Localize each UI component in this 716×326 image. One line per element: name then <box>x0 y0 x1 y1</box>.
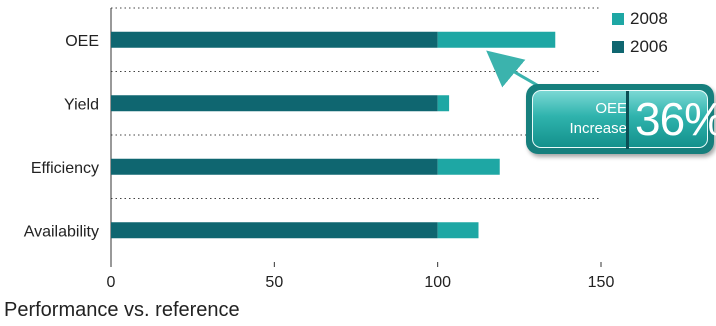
bar-efficiency-2006 <box>111 158 438 175</box>
bar-availability-2008 <box>437 222 479 239</box>
category-separators <box>111 7 601 199</box>
category-label: Yield <box>64 96 99 113</box>
x-tick-label: 100 <box>424 274 451 291</box>
bars <box>111 31 556 239</box>
legend: 2008 2006 <box>612 9 668 56</box>
x-ticks: 0 50 100 150 <box>107 262 615 291</box>
x-tick-label: 150 <box>588 274 615 291</box>
category-labels: OEE Yield Efficiency Availability <box>24 33 99 241</box>
oee-increase-callout: OEE Increase 36% <box>526 84 716 154</box>
bar-yield-2006 <box>111 95 438 112</box>
callout-divider <box>626 91 629 149</box>
bar-oee-2008 <box>437 31 556 48</box>
bar-availability-2006 <box>111 222 438 239</box>
x-tick-label: 50 <box>265 274 283 291</box>
legend-label-2008: 2008 <box>630 9 668 28</box>
bar-efficiency-2008 <box>437 158 500 175</box>
bar-oee-2006 <box>111 31 438 48</box>
callout-value: 36% <box>635 93 716 145</box>
callout-label: OEE Increase <box>547 99 627 139</box>
category-label: Efficiency <box>31 160 99 177</box>
x-tick-label: 0 <box>107 274 116 291</box>
legend-swatch-2006 <box>612 41 624 53</box>
legend-swatch-2008 <box>612 13 624 25</box>
bar-yield-2008 <box>437 95 450 112</box>
category-label: OEE <box>65 33 99 50</box>
legend-label-2006: 2006 <box>630 37 668 56</box>
category-label: Availability <box>24 223 99 240</box>
callout-line1: OEE <box>595 100 627 117</box>
callout-line2: Increase <box>569 120 627 137</box>
callout-body: OEE Increase 36% <box>532 90 716 149</box>
x-axis-label: Performance vs. reference <box>4 299 240 321</box>
